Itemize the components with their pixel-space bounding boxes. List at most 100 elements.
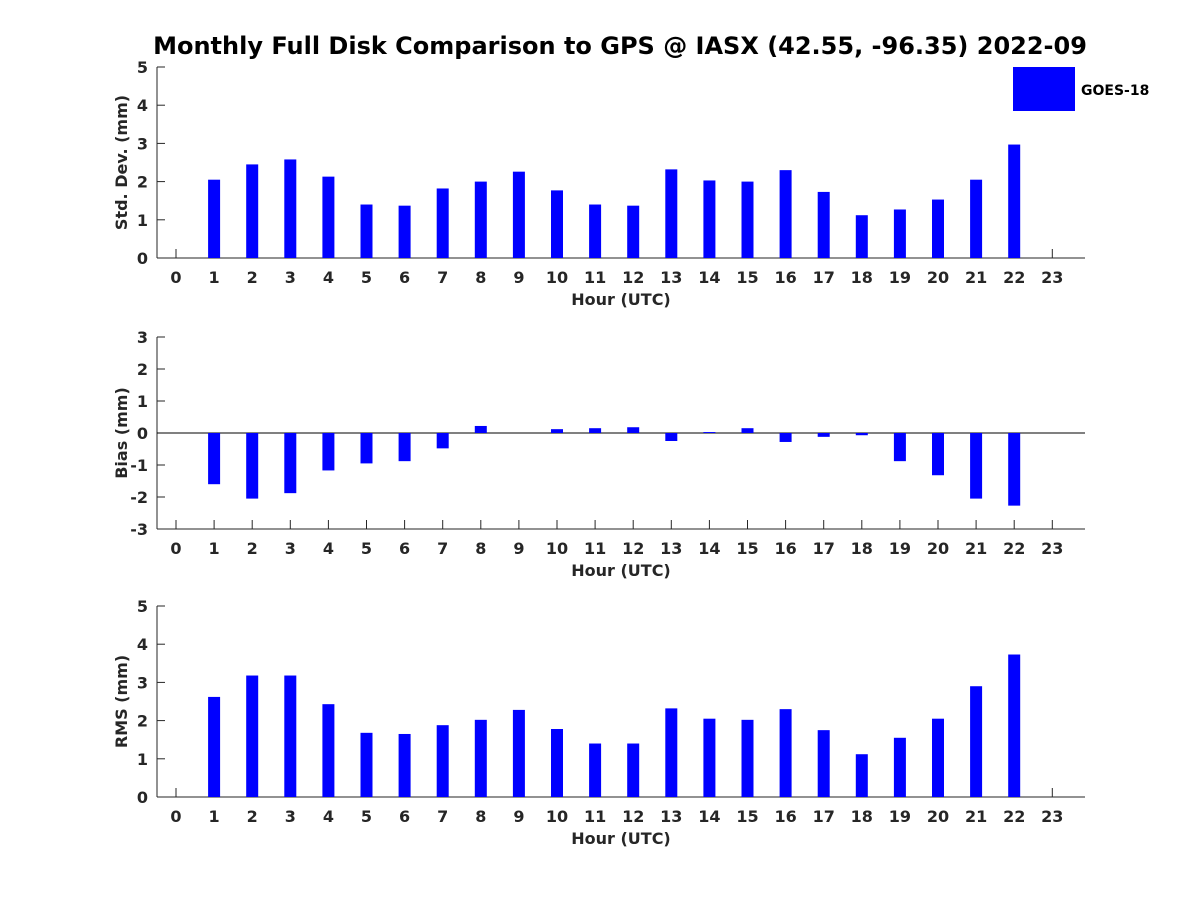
x-tick-label: 13 xyxy=(660,807,682,826)
bar-hour-9 xyxy=(512,709,525,797)
x-tick-label: 14 xyxy=(698,539,720,558)
x-tick-label: 20 xyxy=(927,268,949,287)
x-tick-label: 10 xyxy=(546,268,568,287)
x-tick-label: 23 xyxy=(1041,268,1063,287)
y-tick-label: 2 xyxy=(137,173,148,192)
bar-hour-16 xyxy=(779,709,792,797)
y-tick-label: 0 xyxy=(137,424,148,443)
bar-hour-19 xyxy=(893,209,906,258)
bar-hour-12 xyxy=(627,743,640,797)
x-tick-label: 20 xyxy=(927,807,949,826)
x-tick-label: 0 xyxy=(170,539,181,558)
y-tick-label: -1 xyxy=(130,456,148,475)
bar-hour-22 xyxy=(1008,433,1021,506)
bar-hour-2 xyxy=(246,433,259,499)
x-tick-label: 13 xyxy=(660,539,682,558)
bar-hour-15 xyxy=(741,719,754,797)
y-tick-label: 1 xyxy=(137,211,148,230)
bar-hour-12 xyxy=(627,205,640,258)
y-tick-label: -3 xyxy=(130,520,148,539)
bar-hour-7 xyxy=(436,725,449,797)
bar-hour-7 xyxy=(436,188,449,258)
bar-hour-15 xyxy=(741,428,754,433)
x-tick-label: 3 xyxy=(285,268,296,287)
y-tick-label: 1 xyxy=(137,750,148,769)
x-tick-label: 7 xyxy=(437,539,448,558)
x-tick-label: 22 xyxy=(1003,807,1025,826)
y-tick-label: 0 xyxy=(137,249,148,268)
y-tick-label: 3 xyxy=(137,673,148,692)
y-axis-label: Bias (mm) xyxy=(112,387,131,479)
bar-hour-20 xyxy=(932,199,944,258)
x-tick-label: 17 xyxy=(813,268,835,287)
bar-hour-11 xyxy=(589,204,602,258)
bar-hour-5 xyxy=(360,204,373,258)
x-tick-label: 6 xyxy=(399,268,410,287)
x-tick-label: 16 xyxy=(774,807,796,826)
bar-hour-3 xyxy=(284,159,297,258)
chart-title: Monthly Full Disk Comparison to GPS @ IA… xyxy=(153,32,1087,60)
x-tick-label: 15 xyxy=(736,539,758,558)
y-tick-label: 4 xyxy=(137,96,148,115)
x-tick-label: 9 xyxy=(513,539,524,558)
bar-hour-18 xyxy=(855,433,868,436)
x-tick-label: 22 xyxy=(1003,268,1025,287)
x-tick-label: 19 xyxy=(889,268,911,287)
x-tick-label: 17 xyxy=(813,807,835,826)
bar-hour-4 xyxy=(322,704,335,797)
bar-hour-11 xyxy=(589,743,602,797)
bar-hour-21 xyxy=(970,433,983,499)
x-axis-label: Hour (UTC) xyxy=(571,829,671,848)
bar-hour-16 xyxy=(779,433,792,442)
x-tick-label: 22 xyxy=(1003,539,1025,558)
y-tick-label: 1 xyxy=(137,392,148,411)
x-tick-label: 15 xyxy=(736,807,758,826)
x-tick-label: 11 xyxy=(584,268,606,287)
x-tick-label: 18 xyxy=(851,539,873,558)
y-tick-label: 2 xyxy=(137,360,148,379)
x-tick-label: 9 xyxy=(513,807,524,826)
y-axis-label: RMS (mm) xyxy=(112,655,131,748)
x-tick-label: 19 xyxy=(889,539,911,558)
bar-hour-22 xyxy=(1008,144,1021,258)
y-axis-label: Std. Dev. (mm) xyxy=(112,95,131,230)
x-tick-label: 15 xyxy=(736,268,758,287)
bar-hour-6 xyxy=(398,205,411,258)
x-tick-label: 1 xyxy=(209,268,220,287)
x-tick-label: 2 xyxy=(247,807,258,826)
y-tick-label: -2 xyxy=(130,488,148,507)
legend-label: GOES-18 xyxy=(1081,83,1149,99)
x-tick-label: 21 xyxy=(965,539,987,558)
bar-hour-22 xyxy=(1008,654,1021,797)
x-tick-label: 17 xyxy=(813,539,835,558)
bar-hour-1 xyxy=(208,696,221,797)
bar-hour-16 xyxy=(779,170,792,258)
x-tick-label: 12 xyxy=(622,539,644,558)
bar-hour-11 xyxy=(589,428,602,433)
x-tick-label: 0 xyxy=(170,807,181,826)
x-tick-label: 10 xyxy=(546,539,568,558)
x-tick-label: 2 xyxy=(247,539,258,558)
bar-hour-10 xyxy=(551,190,563,258)
bar-hour-13 xyxy=(665,169,678,258)
bar-hour-10 xyxy=(551,429,563,433)
x-tick-label: 8 xyxy=(475,268,486,287)
bar-hour-2 xyxy=(246,164,259,258)
x-tick-label: 18 xyxy=(851,268,873,287)
y-tick-label: 5 xyxy=(137,58,148,77)
bar-hour-9 xyxy=(512,171,525,258)
bar-hour-12 xyxy=(627,427,640,433)
x-tick-label: 21 xyxy=(965,268,987,287)
x-tick-label: 20 xyxy=(927,539,949,558)
bar-hour-21 xyxy=(970,179,983,258)
x-tick-label: 6 xyxy=(399,539,410,558)
x-tick-label: 23 xyxy=(1041,539,1063,558)
bar-hour-19 xyxy=(893,433,906,462)
bar-hour-4 xyxy=(322,176,335,258)
x-tick-label: 1 xyxy=(209,807,220,826)
x-tick-label: 23 xyxy=(1041,807,1063,826)
bar-hour-6 xyxy=(398,733,411,797)
